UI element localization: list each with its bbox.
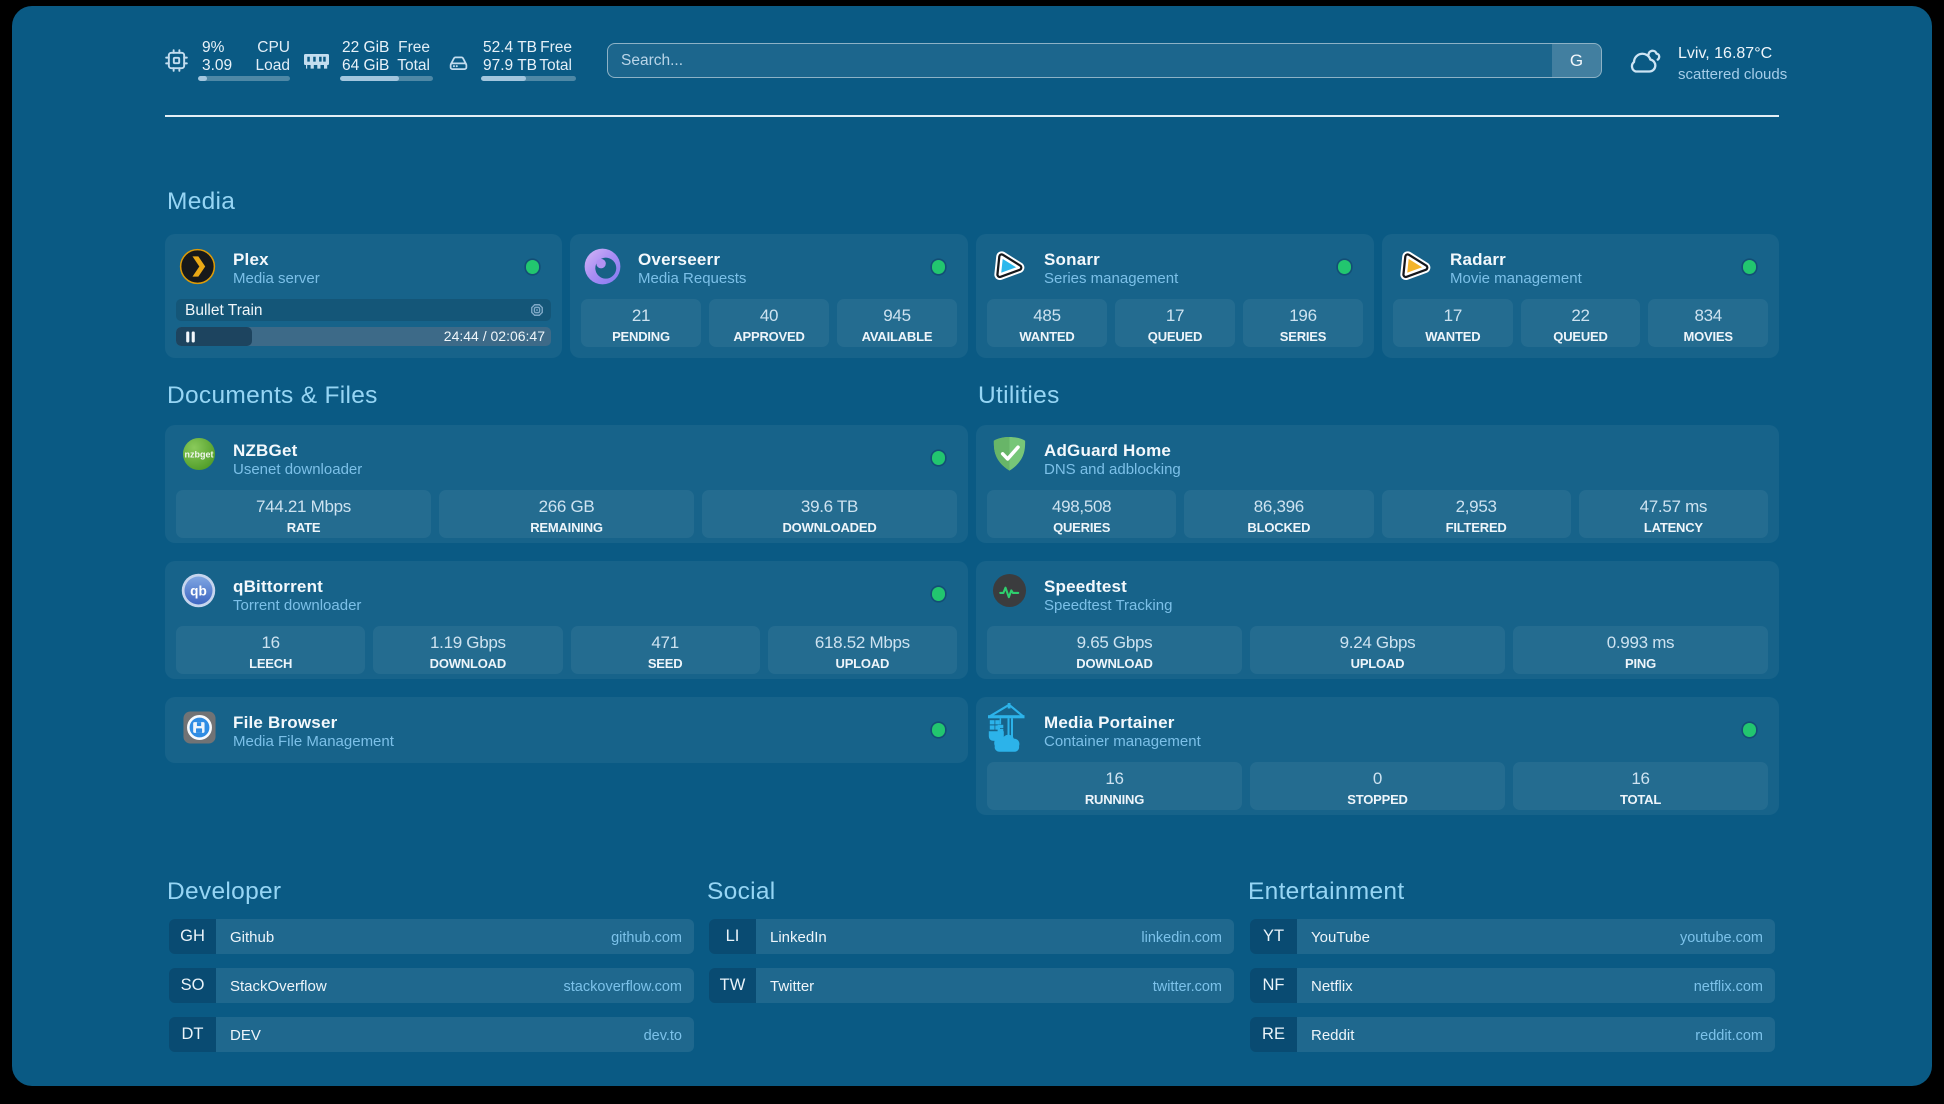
svg-text:nzbget: nzbget: [185, 449, 214, 459]
svg-text:qb: qb: [190, 583, 207, 598]
